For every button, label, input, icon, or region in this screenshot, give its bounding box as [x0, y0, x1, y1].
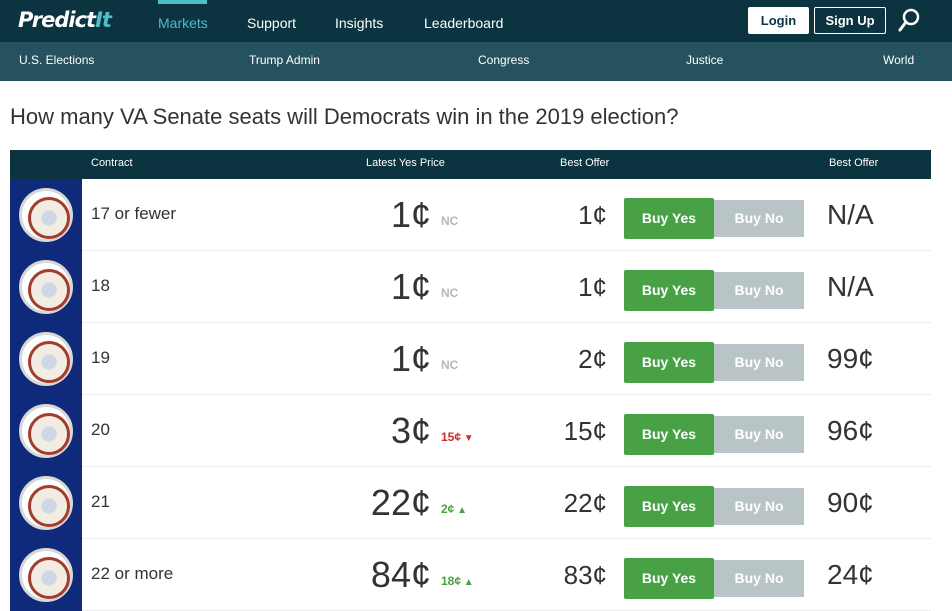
signup-button[interactable]: Sign Up [814, 7, 886, 34]
subnav-congress[interactable]: Congress [478, 53, 530, 67]
header-best-offer-no: Best Offer [829, 157, 879, 169]
subnav-trump-admin[interactable]: Trump Admin [249, 53, 320, 67]
best-offer-no: 24¢ [827, 559, 874, 590]
price-change: NC [441, 358, 459, 372]
header-latest-yes-price: Latest Yes Price [366, 157, 445, 169]
buy-no-button[interactable]: Buy No [714, 344, 804, 381]
latest-yes-price: 1¢ [390, 338, 431, 379]
header-contract: Contract [91, 157, 133, 169]
price-change: 15¢ ▼ [441, 430, 474, 444]
subnav-world[interactable]: World [883, 53, 915, 67]
contract-flag-image [10, 251, 82, 323]
buy-no-button[interactable]: Buy No [714, 272, 804, 309]
latest-yes-price: 22¢ [370, 482, 431, 523]
login-button[interactable]: Login [748, 7, 809, 34]
buy-yes-button[interactable]: Buy Yes [624, 414, 714, 455]
contract-name[interactable]: 19 [91, 348, 110, 367]
price-change: NC [441, 214, 459, 228]
contract-flag-image [10, 179, 82, 251]
buy-yes-button[interactable]: Buy Yes [624, 270, 714, 311]
contract-row: 22 or more 84¢ 18¢ ▲ 83¢ Buy Yes Buy No … [10, 539, 931, 611]
best-offer-no: 90¢ [827, 487, 874, 518]
search-icon[interactable] [898, 8, 920, 34]
contract-flag-image [10, 323, 82, 395]
latest-yes-price: 1¢ [390, 266, 431, 307]
virginia-seal-icon [19, 404, 73, 458]
top-navbar: PredictIt Markets Support Insights Leade… [0, 0, 952, 42]
contract-name[interactable]: 22 or more [91, 564, 174, 583]
nav-markets[interactable]: Markets [158, 15, 208, 31]
buy-no-button[interactable]: Buy No [714, 488, 804, 525]
buy-yes-button[interactable]: Buy Yes [624, 198, 714, 239]
contract-name[interactable]: 17 or fewer [91, 204, 177, 223]
best-offer-yes: 15¢ [563, 416, 607, 446]
best-offer-no: 96¢ [827, 415, 874, 446]
nav-insights[interactable]: Insights [335, 15, 384, 31]
contract-name[interactable]: 20 [91, 420, 110, 439]
buy-no-button[interactable]: Buy No [714, 416, 804, 453]
virginia-seal-icon [19, 548, 73, 602]
best-offer-no: N/A [827, 199, 874, 230]
best-offer-yes: 1¢ [578, 200, 607, 230]
best-offer-yes: 83¢ [563, 560, 607, 590]
subnav-us-elections[interactable]: U.S. Elections [19, 53, 95, 67]
subnav-justice[interactable]: Justice [686, 53, 724, 67]
latest-yes-price: 84¢ [370, 554, 431, 595]
contracts-table-header: Contract Latest Yes Price Best Offer Bes… [10, 150, 931, 179]
contract-row: 18 1¢ NC 1¢ Buy Yes Buy No N/A [10, 251, 931, 323]
contract-row: 20 3¢ 15¢ ▼ 15¢ Buy Yes Buy No 96¢ [10, 395, 931, 467]
best-offer-no: 99¢ [827, 343, 874, 374]
best-offer-yes: 22¢ [563, 488, 607, 518]
predictit-logo[interactable]: PredictIt [18, 8, 112, 32]
contract-name[interactable]: 21 [91, 492, 110, 511]
active-nav-indicator [158, 0, 207, 4]
category-subnav: U.S. Elections Trump Admin Congress Just… [0, 42, 952, 81]
arrow-down-icon: ▼ [461, 433, 474, 444]
contract-row: 17 or fewer 1¢ NC 1¢ Buy Yes Buy No N/A [10, 179, 931, 251]
contract-row: 19 1¢ NC 2¢ Buy Yes Buy No 99¢ [10, 323, 931, 395]
buy-no-button[interactable]: Buy No [714, 560, 804, 597]
nav-support[interactable]: Support [247, 15, 297, 31]
arrow-up-icon: ▲ [461, 577, 474, 588]
contract-flag-image [10, 467, 82, 539]
best-offer-yes: 2¢ [578, 344, 607, 374]
contract-name[interactable]: 18 [91, 276, 110, 295]
buy-yes-button[interactable]: Buy Yes [624, 486, 714, 527]
price-change: 18¢ ▲ [441, 574, 474, 588]
latest-yes-price: 1¢ [390, 194, 431, 235]
nav-leaderboard[interactable]: Leaderboard [424, 15, 504, 31]
contract-flag-image [10, 539, 82, 611]
best-offer-no: N/A [827, 271, 874, 302]
virginia-seal-icon [19, 476, 73, 530]
contract-flag-image [10, 395, 82, 467]
price-change: 2¢ ▲ [441, 502, 468, 516]
buy-no-button[interactable]: Buy No [714, 200, 804, 237]
header-best-offer-yes: Best Offer [560, 157, 610, 169]
virginia-seal-icon [19, 332, 73, 386]
arrow-up-icon: ▲ [454, 505, 468, 516]
buy-yes-button[interactable]: Buy Yes [624, 342, 714, 383]
best-offer-yes: 1¢ [578, 272, 607, 302]
market-title: How many VA Senate seats will Democrats … [10, 104, 679, 129]
virginia-seal-icon [19, 260, 73, 314]
buy-yes-button[interactable]: Buy Yes [624, 558, 714, 599]
virginia-seal-icon [19, 188, 73, 242]
contract-row: 21 22¢ 2¢ ▲ 22¢ Buy Yes Buy No 90¢ [10, 467, 931, 539]
price-change: NC [441, 286, 459, 300]
latest-yes-price: 3¢ [390, 410, 431, 451]
